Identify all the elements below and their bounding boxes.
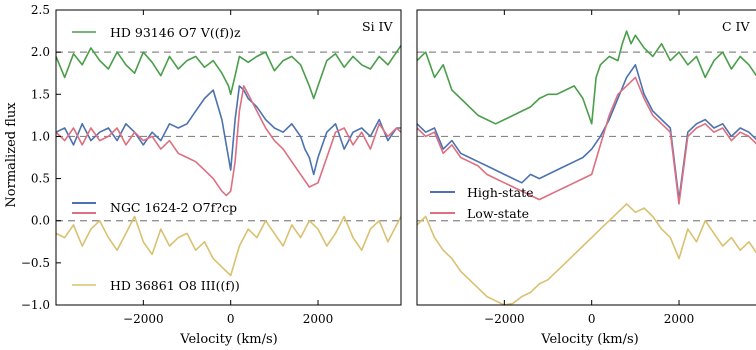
y-tick-label: −1.0 [21, 298, 50, 312]
chart-panel-c-iv: −2000 0 2000 C IV High-state Low-state Vel… [416, 9, 756, 347]
legend-label-low-state: Low-state [467, 206, 529, 221]
y-tick-label: 0.5 [31, 172, 50, 186]
series-line-2 [416, 76, 756, 205]
y-tick-label: 1.0 [31, 129, 50, 143]
series-lines [416, 30, 756, 306]
series-line-0 [416, 30, 756, 125]
y-tick-label: 1.5 [31, 87, 50, 101]
reference-lines [417, 51, 756, 222]
panel-title: C IV [722, 19, 750, 34]
label-hd93146: HD 93146 O7 V((f))z [110, 25, 241, 40]
label-hd36861: HD 36861 O8 III((f)) [110, 278, 240, 293]
series-lines [55, 44, 402, 277]
x-tick-label: 0 [588, 312, 596, 326]
y-ticks: −1.0 −0.5 0.0 0.5 1.0 1.5 2.0 2.5 [21, 3, 61, 312]
x-tick-label: −2000 [484, 312, 525, 326]
x-axis-label: Velocity (km/s) [179, 332, 277, 347]
chart-panel-si-iv: −1.0 −0.5 0.0 0.5 1.0 1.5 2.0 2.5 −2000 0 2000 Si… [21, 3, 402, 347]
series-line-1 [55, 85, 401, 176]
y-tick-label: 0.0 [31, 214, 50, 228]
series-line-3 [55, 215, 402, 277]
panel-title: Si IV [362, 19, 393, 34]
series-line-0 [55, 44, 402, 100]
plot-frame [416, 9, 756, 306]
x-tick-label: 2000 [664, 312, 695, 326]
y-tick-label: −0.5 [21, 256, 50, 270]
y-axis-label: Normalized flux [4, 102, 19, 208]
x-tick-label: 0 [227, 312, 235, 326]
series-line-2 [55, 85, 402, 197]
legend-label-high-state: High-state [467, 185, 534, 200]
y-tick-label: 2.5 [31, 3, 50, 17]
y-tick-label: 2.0 [31, 45, 50, 59]
series-line-3 [416, 203, 756, 306]
x-axis-label: Velocity (km/s) [540, 332, 638, 347]
x-tick-label: −2000 [123, 312, 164, 326]
x-ticks: −2000 0 2000 [484, 10, 694, 326]
label-ngc1624: NGC 1624-2 O7f?cp [110, 200, 237, 215]
reference-lines [56, 51, 401, 222]
x-ticks: −2000 0 2000 [123, 10, 333, 326]
series-line-1 [416, 64, 756, 201]
plot-frame [55, 9, 402, 306]
x-tick-label: 2000 [303, 312, 334, 326]
